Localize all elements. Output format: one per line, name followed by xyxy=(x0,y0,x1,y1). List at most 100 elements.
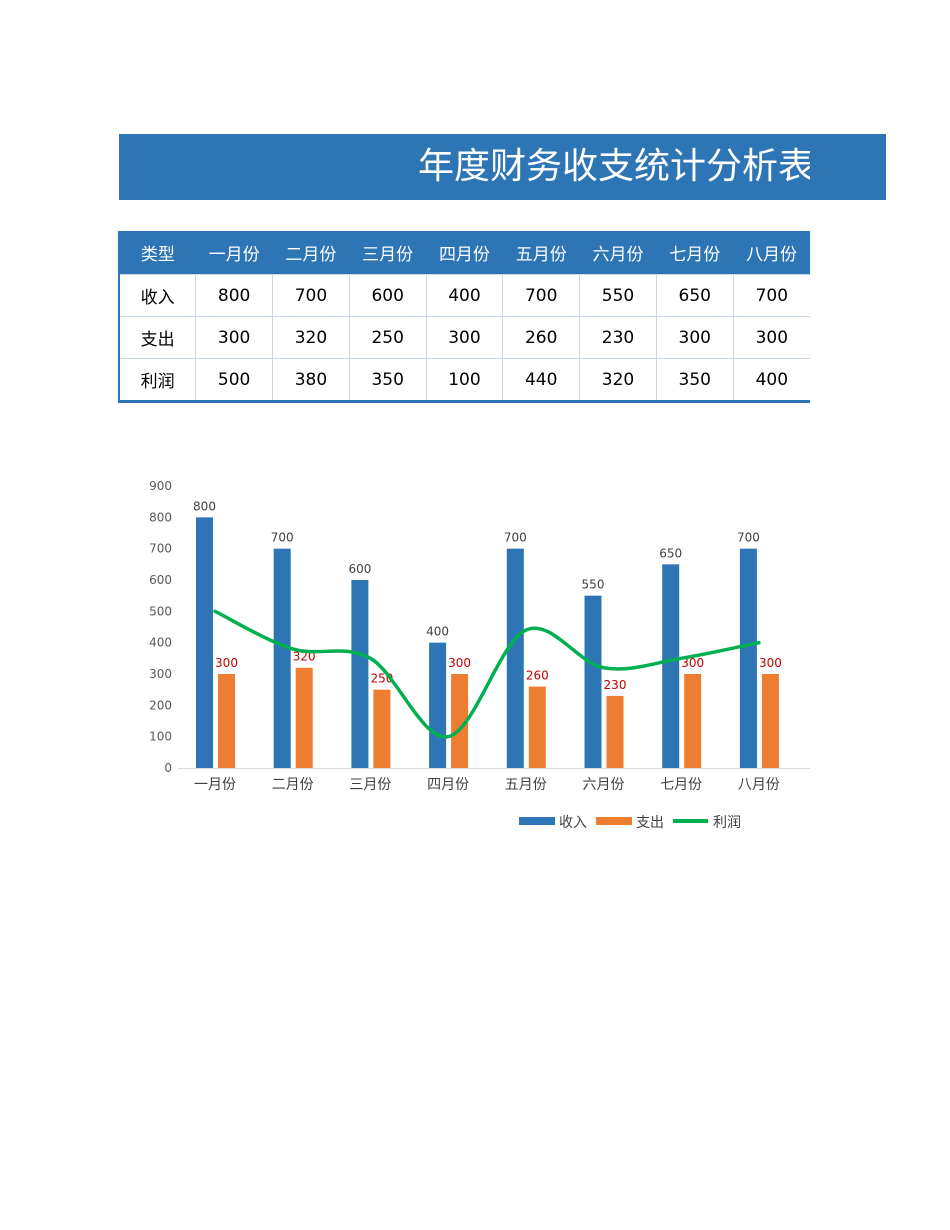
title-clip: 年度财务收支统计分析表 xyxy=(119,134,810,200)
y-tick-label: 900 xyxy=(149,479,172,493)
expense-data-label: 230 xyxy=(604,678,627,692)
table-row: 利润 500 380 350 100 440 320 350 400 xyxy=(119,358,810,402)
table-cell: 300 xyxy=(732,316,810,359)
table-cell: 500 xyxy=(195,358,274,402)
expense-bar xyxy=(218,674,235,768)
table-header-row: 类型 一月份 二月份 三月份 四月份 五月份 六月份 七月份 八月份 xyxy=(119,231,810,275)
legend-swatch xyxy=(596,817,632,825)
legend-swatch xyxy=(519,817,555,825)
expense-bar xyxy=(606,695,624,768)
table-cell: 320 xyxy=(579,358,657,402)
x-tick-label: 六月份 xyxy=(583,777,625,793)
table-cell: 300 xyxy=(655,316,734,359)
x-tick-label: 二月份 xyxy=(272,777,314,793)
page-title: 年度财务收支统计分析表 xyxy=(418,146,810,187)
table-cell: 320 xyxy=(272,316,350,359)
row-label: 支出 xyxy=(119,316,197,359)
expense-bar xyxy=(295,667,313,768)
column-header: 四月份 xyxy=(426,231,503,275)
income-bar xyxy=(429,642,447,768)
expense-data-label: 300 xyxy=(448,656,471,670)
finance-table: 类型 一月份 二月份 三月份 四月份 五月份 六月份 七月份 八月份 收入 800 700 600 40… xyxy=(118,231,810,403)
income-bar xyxy=(506,548,524,768)
table-row: 收入 800 700 600 400 700 550 650 700 xyxy=(119,274,810,317)
income-bar xyxy=(351,580,369,768)
expense-bar xyxy=(373,689,391,768)
table-cell: 350 xyxy=(655,358,734,402)
table-cell: 260 xyxy=(502,316,581,359)
y-tick-label: 300 xyxy=(149,667,172,681)
income-data-label: 700 xyxy=(271,531,294,545)
table-cell: 700 xyxy=(502,274,581,317)
expense-data-label: 320 xyxy=(293,650,316,664)
y-tick-label: 400 xyxy=(149,636,172,650)
table-cell: 440 xyxy=(502,358,581,402)
income-bar xyxy=(662,564,680,768)
legend-label: 利润 xyxy=(713,815,741,831)
table-cell: 800 xyxy=(195,274,274,317)
expense-bar xyxy=(528,686,546,768)
table-cell: 300 xyxy=(195,316,274,359)
table-cell: 250 xyxy=(348,316,427,359)
x-tick-label: 四月份 xyxy=(427,777,469,793)
column-header: 类型 xyxy=(119,231,196,275)
income-bar xyxy=(739,548,757,768)
table-cell: 700 xyxy=(732,274,810,317)
y-tick-label: 800 xyxy=(149,510,172,524)
table-body: 收入 800 700 600 400 700 550 650 700 支出 300 320 250 300… xyxy=(119,274,810,402)
title-bar xyxy=(119,134,886,200)
legend-label: 支出 xyxy=(636,815,664,831)
expense-data-label: 260 xyxy=(526,669,549,683)
income-data-label: 800 xyxy=(193,499,216,513)
table-cell: 350 xyxy=(348,358,427,402)
table-cell: 400 xyxy=(732,358,810,402)
x-tick-label: 七月份 xyxy=(660,777,702,793)
table-cell: 100 xyxy=(425,358,504,402)
row-label: 收入 xyxy=(119,274,197,317)
table-cell: 380 xyxy=(272,358,350,402)
column-header: 一月份 xyxy=(195,231,273,275)
x-tick-label: 八月份 xyxy=(738,777,780,793)
table-row: 支出 300 320 250 300 260 230 300 300 xyxy=(119,316,810,359)
y-tick-label: 100 xyxy=(149,730,172,744)
table-cell: 600 xyxy=(348,274,427,317)
x-tick-label: 五月份 xyxy=(505,777,547,793)
income-data-label: 650 xyxy=(659,546,682,560)
income-data-label: 600 xyxy=(348,562,371,576)
income-data-label: 700 xyxy=(504,531,527,545)
column-header: 七月份 xyxy=(656,231,734,275)
expense-bar xyxy=(451,674,469,768)
table-cell: 650 xyxy=(655,274,734,317)
x-tick-label: 一月份 xyxy=(194,777,236,793)
column-header: 八月份 xyxy=(733,231,810,275)
table-cell: 300 xyxy=(425,316,504,359)
row-label: 利润 xyxy=(119,358,197,402)
column-header: 二月份 xyxy=(272,231,350,275)
y-tick-label: 600 xyxy=(149,573,172,587)
expense-data-label: 300 xyxy=(681,656,704,670)
table-cell: 400 xyxy=(425,274,504,317)
income-data-label: 400 xyxy=(426,625,449,639)
y-tick-label: 500 xyxy=(149,604,172,618)
y-tick-label: 0 xyxy=(164,761,172,775)
table-cell: 230 xyxy=(579,316,657,359)
income-data-label: 700 xyxy=(737,531,760,545)
column-header: 六月份 xyxy=(579,231,657,275)
income-bar xyxy=(273,548,291,768)
x-tick-label: 三月份 xyxy=(349,777,391,793)
profit-line xyxy=(213,609,761,739)
y-tick-label: 200 xyxy=(149,698,172,712)
table-cell: 550 xyxy=(579,274,657,317)
legend-label: 收入 xyxy=(559,815,587,831)
income-bar xyxy=(584,595,602,768)
expense-bar xyxy=(684,674,702,768)
income-data-label: 550 xyxy=(582,578,605,592)
table-cell: 700 xyxy=(272,274,350,317)
column-header: 三月份 xyxy=(349,231,427,275)
expense-data-label: 250 xyxy=(370,672,393,686)
income-bar xyxy=(196,517,213,768)
expense-data-label: 300 xyxy=(759,656,782,670)
y-tick-label: 700 xyxy=(149,542,172,556)
column-header: 五月份 xyxy=(502,231,580,275)
